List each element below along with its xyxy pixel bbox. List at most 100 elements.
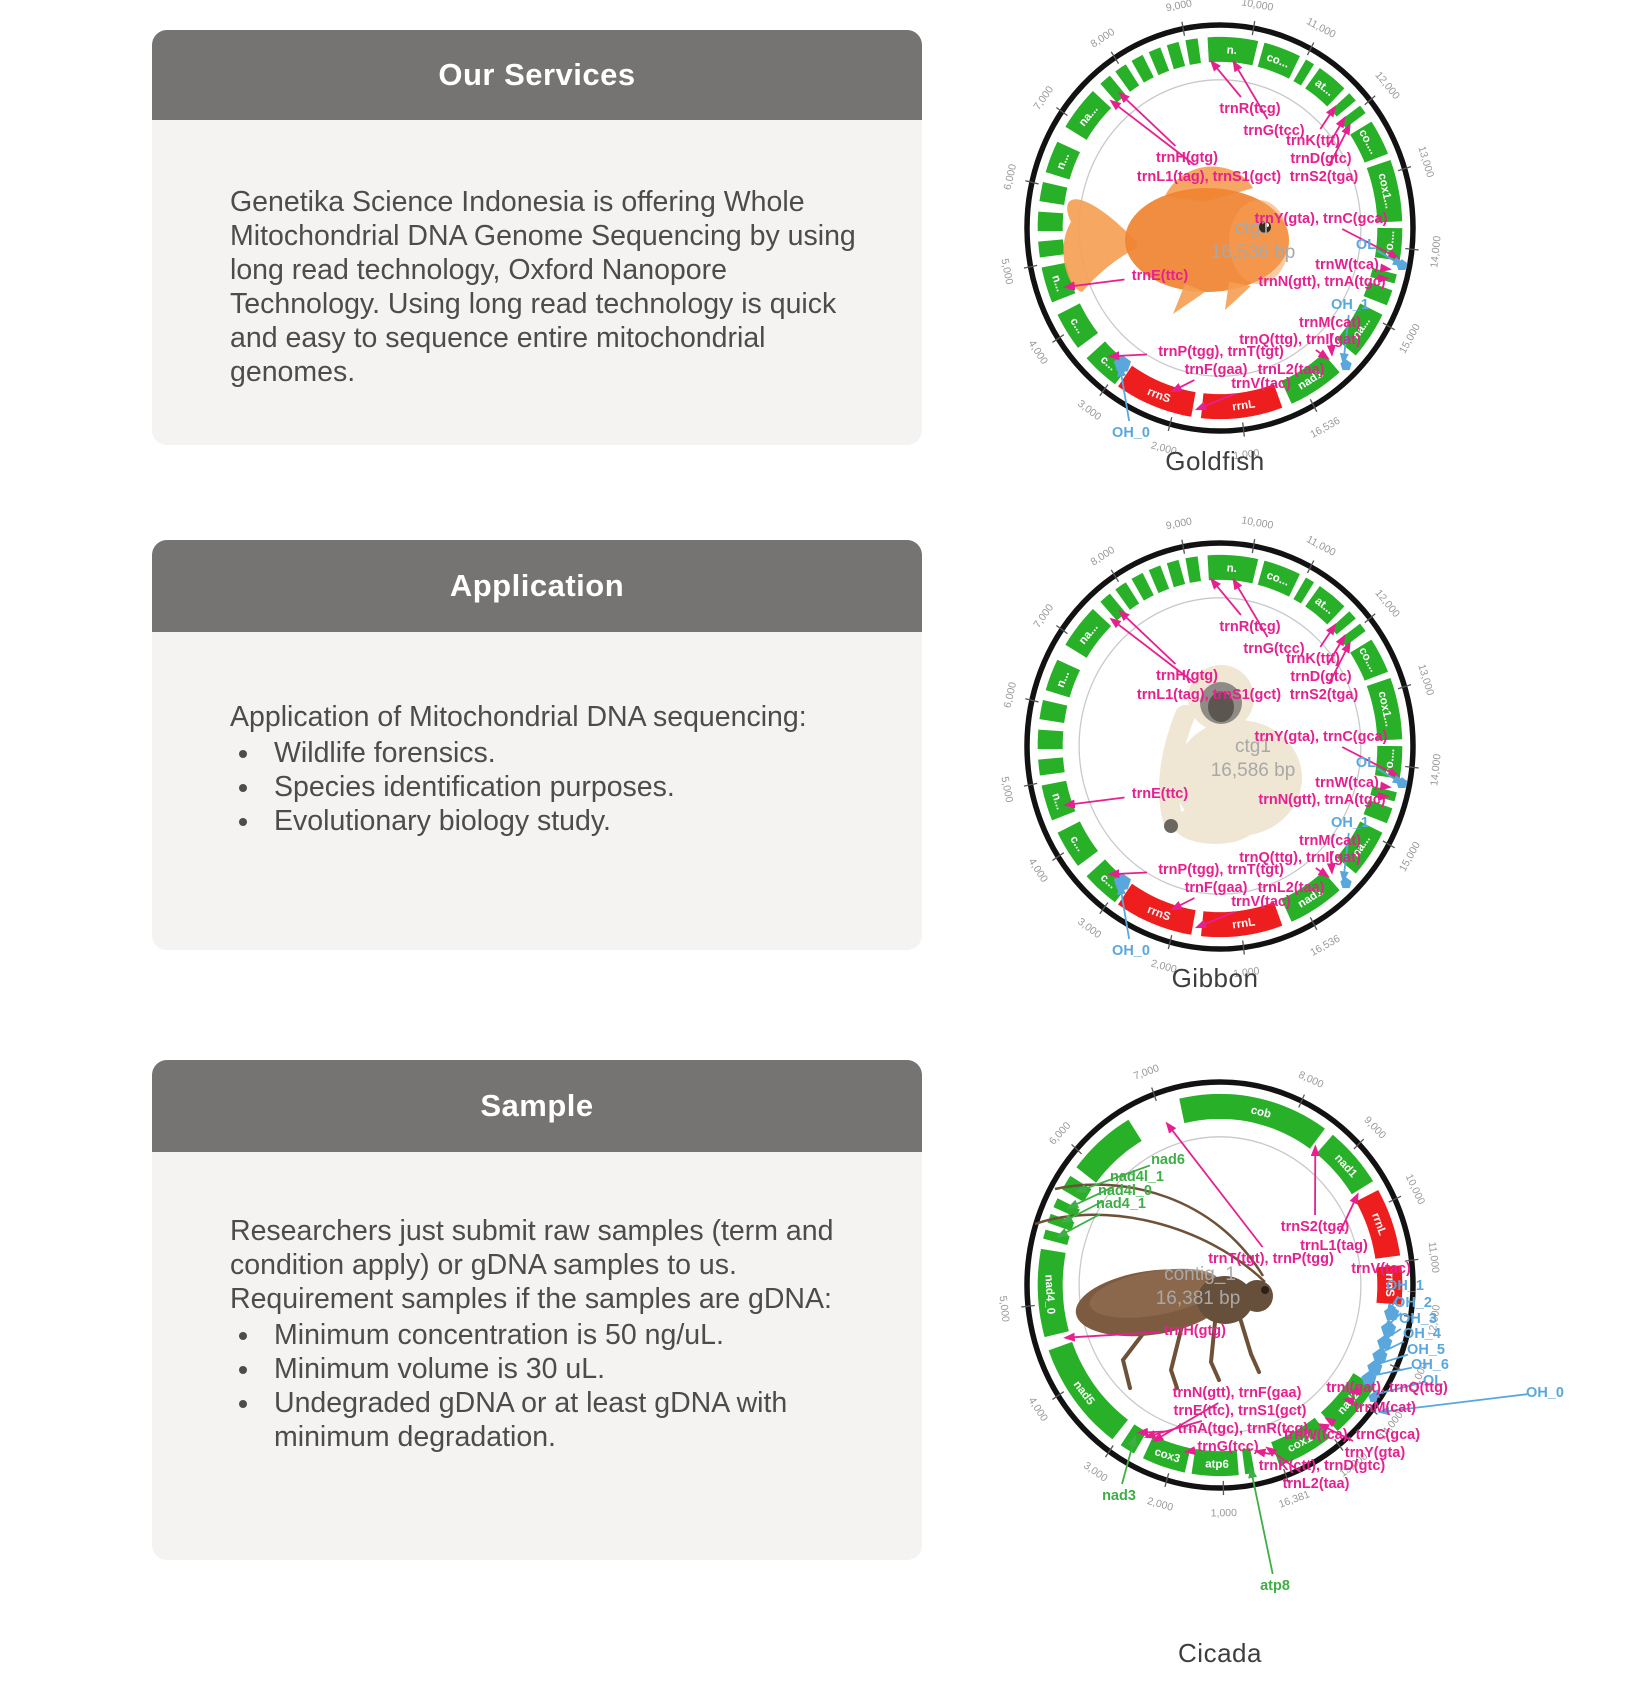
tick-mark bbox=[1397, 165, 1412, 172]
contig-name: contig_1 bbox=[1164, 1264, 1236, 1285]
gene-annotation: trnL2(taa) bbox=[1283, 1476, 1350, 1492]
card-header: Our Services bbox=[152, 30, 922, 120]
bullet-item: Wildlife forensics. bbox=[262, 736, 862, 770]
gene-annotation: trnP(tgg), trnT(tgt) bbox=[1158, 344, 1284, 360]
annotation-arrow bbox=[1328, 640, 1351, 684]
annotation-arrow bbox=[1341, 746, 1400, 777]
tick-label: 7,000 bbox=[1132, 1062, 1161, 1082]
origin-marker bbox=[1377, 1335, 1393, 1350]
tick-mark bbox=[1388, 1195, 1402, 1203]
gene-arc bbox=[1048, 1341, 1128, 1440]
gene-annotation: trnF(gaa) bbox=[1185, 880, 1248, 896]
tick-label: 9,000 bbox=[1165, 515, 1193, 532]
gene-arc bbox=[1305, 586, 1345, 625]
gene-arc bbox=[1148, 565, 1170, 594]
annotation-arrow bbox=[1232, 577, 1269, 638]
gene-annotation: OL bbox=[1356, 755, 1376, 771]
gene-annotation: trnQ(ttg), trnI(gat) bbox=[1239, 850, 1361, 866]
gene-arc bbox=[1131, 54, 1154, 83]
annotation-arrow bbox=[1060, 1200, 1104, 1223]
annotation-arrow bbox=[1379, 263, 1392, 273]
gene-annotation: trnI(gat), trnQ(ttg) bbox=[1326, 1380, 1448, 1396]
gene-annotation: nad3 bbox=[1102, 1488, 1136, 1504]
card-our-services: Our Services Genetika Science Indonesia … bbox=[152, 30, 922, 445]
tick-label: 6,000 bbox=[1002, 681, 1020, 709]
annotation-arrow bbox=[1209, 59, 1242, 98]
tick-mark bbox=[1366, 1405, 1378, 1415]
gene-arc bbox=[1057, 303, 1099, 348]
tick-label: 1,000 bbox=[1211, 1507, 1238, 1519]
goldfish-image bbox=[1063, 166, 1289, 314]
annotation-arrow bbox=[1170, 379, 1195, 393]
gene-arc-label: n... bbox=[1049, 274, 1066, 294]
contig-name: ctg1 bbox=[1235, 218, 1271, 239]
gene-annotation: trnL2(taa) bbox=[1258, 362, 1325, 378]
tick-label: 1,000 bbox=[1233, 965, 1261, 980]
tick-label: 8,000 bbox=[1296, 1069, 1325, 1091]
gene-arc bbox=[1257, 560, 1300, 597]
gene-arc bbox=[1045, 659, 1081, 698]
gene-arc bbox=[1148, 47, 1170, 76]
tick-label: 7,000 bbox=[1031, 602, 1056, 631]
gene-annotation: trnE(ttc), trnS1(gct) bbox=[1174, 1403, 1307, 1419]
contig-length: 16,586 bp bbox=[1211, 760, 1296, 781]
annotation-arrow bbox=[1109, 617, 1196, 684]
tick-label: 1,000 bbox=[1233, 447, 1261, 462]
tick-label: 10,000 bbox=[1403, 1172, 1428, 1206]
gene-annotation: nad4l_0 bbox=[1098, 1183, 1152, 1199]
gene-arc bbox=[1200, 902, 1283, 938]
annotation-arrow bbox=[1117, 364, 1131, 422]
gene-arc bbox=[1166, 41, 1186, 70]
tick-mark bbox=[1309, 917, 1318, 931]
gene-arc bbox=[1118, 883, 1196, 935]
annotation-arrow bbox=[1315, 867, 1330, 878]
gene-arc bbox=[1041, 780, 1076, 821]
annotation-arrow bbox=[1315, 349, 1330, 360]
gene-annotation: trnL1(tag), trnS1(gct) bbox=[1137, 687, 1281, 703]
map-caption: Goldfish bbox=[1165, 446, 1265, 476]
gene-arc bbox=[1038, 239, 1065, 258]
card-header: Application bbox=[152, 540, 922, 632]
tick-label: 2,000 bbox=[1146, 1495, 1175, 1514]
bullet-list: Minimum concentration is 50 ng/uL. Minim… bbox=[230, 1318, 862, 1454]
tick-mark bbox=[1403, 1315, 1418, 1319]
gene-arc bbox=[1142, 1435, 1191, 1473]
gene-annotation: trnW(tca) bbox=[1315, 257, 1379, 273]
tick-label: 4,000 bbox=[1026, 338, 1050, 367]
tick-mark bbox=[1353, 1138, 1365, 1150]
goldfish-genome-map: c...c...n...n...na...n.co...at...co....c… bbox=[998, 0, 1443, 462]
tick-label: 8,000 bbox=[1089, 26, 1118, 50]
tick-label: 12,000 bbox=[1372, 587, 1402, 620]
gene-annotation: trnV(tac) bbox=[1231, 894, 1291, 910]
gene-annotation: trnE(ttc) bbox=[1132, 786, 1189, 802]
annotation-arrow bbox=[1362, 1366, 1413, 1380]
tick-label: 15,000 bbox=[1397, 840, 1423, 874]
card-title: Application bbox=[449, 568, 625, 603]
gene-annotation: trnD(gtc) bbox=[1290, 151, 1351, 167]
gene-arc bbox=[1039, 699, 1068, 724]
gene-arc bbox=[1316, 1134, 1374, 1195]
tick-label: 11,000 bbox=[1304, 533, 1337, 558]
tick-mark bbox=[1052, 852, 1065, 861]
annotation-arrow bbox=[1326, 634, 1346, 666]
annotation-arrow bbox=[1121, 1434, 1137, 1485]
annotation-arrow bbox=[1063, 1331, 1160, 1342]
annotation-arrow bbox=[1194, 393, 1235, 411]
cicada-leg bbox=[1168, 1320, 1185, 1390]
annotation-arrow bbox=[1368, 1353, 1409, 1368]
bullet-item: Undegraded gDNA or at least gDNA with mi… bbox=[262, 1386, 862, 1454]
annotation-arrow bbox=[1377, 1393, 1528, 1416]
tick-mark bbox=[1164, 1473, 1170, 1488]
gibbon-face-inner bbox=[1208, 692, 1234, 722]
annotation-arrow bbox=[1232, 59, 1269, 120]
gene-arc bbox=[1115, 64, 1140, 92]
gibbon-leg bbox=[1173, 804, 1257, 844]
gene-annotation: trnK(ttt) bbox=[1286, 651, 1340, 667]
tick-mark bbox=[1404, 1258, 1419, 1262]
gene-annotation: OL bbox=[1423, 1373, 1443, 1389]
gene-annotation: OH_6 bbox=[1411, 1357, 1449, 1373]
gibbon-image bbox=[1159, 665, 1302, 844]
annotation-arrow bbox=[1143, 1420, 1203, 1439]
gene-arc bbox=[1305, 68, 1345, 107]
